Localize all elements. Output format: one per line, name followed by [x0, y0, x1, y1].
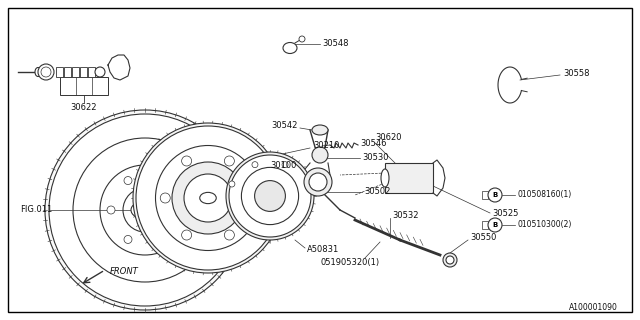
Circle shape — [49, 114, 241, 306]
Text: 30210: 30210 — [313, 140, 339, 149]
Ellipse shape — [131, 201, 159, 219]
Circle shape — [160, 193, 170, 203]
Circle shape — [225, 156, 234, 166]
Text: 30525: 30525 — [492, 209, 518, 218]
Circle shape — [299, 36, 305, 42]
Bar — [60, 77, 108, 95]
Circle shape — [100, 165, 190, 255]
Text: 30622: 30622 — [71, 103, 97, 113]
Ellipse shape — [200, 192, 216, 204]
Text: FIG.011: FIG.011 — [20, 205, 52, 214]
Text: A100001090: A100001090 — [569, 303, 618, 313]
Circle shape — [158, 236, 166, 244]
Ellipse shape — [312, 125, 328, 135]
Circle shape — [182, 230, 191, 240]
Circle shape — [229, 155, 311, 237]
Text: 30530: 30530 — [362, 154, 388, 163]
Bar — [385, 163, 433, 193]
Circle shape — [107, 206, 115, 214]
Circle shape — [226, 152, 314, 240]
Bar — [80, 67, 87, 77]
Circle shape — [156, 146, 260, 251]
Circle shape — [124, 177, 132, 185]
Circle shape — [184, 174, 232, 222]
Circle shape — [41, 67, 51, 77]
Circle shape — [38, 64, 54, 80]
Ellipse shape — [381, 169, 389, 187]
Ellipse shape — [283, 43, 297, 53]
Text: 30100: 30100 — [270, 162, 296, 171]
Text: 051905320(1): 051905320(1) — [321, 259, 380, 268]
Circle shape — [73, 138, 217, 282]
Circle shape — [282, 162, 288, 168]
Circle shape — [443, 253, 457, 267]
Circle shape — [182, 156, 191, 166]
Circle shape — [488, 218, 502, 232]
Circle shape — [133, 123, 283, 273]
Circle shape — [175, 206, 183, 214]
Circle shape — [246, 193, 256, 203]
Text: 30558: 30558 — [563, 69, 589, 78]
Bar — [88, 67, 95, 77]
Text: 30532: 30532 — [392, 211, 419, 220]
Text: FRONT: FRONT — [110, 268, 139, 276]
Circle shape — [312, 147, 328, 163]
Circle shape — [229, 181, 235, 187]
Text: 30542: 30542 — [271, 122, 298, 131]
Circle shape — [304, 168, 332, 196]
Text: 30502: 30502 — [364, 188, 390, 196]
Text: 010510300(2): 010510300(2) — [517, 220, 572, 229]
Text: A50831: A50831 — [307, 245, 339, 254]
Text: 30546: 30546 — [360, 140, 387, 148]
Circle shape — [446, 256, 454, 264]
Text: B: B — [492, 222, 498, 228]
Bar — [482, 221, 488, 229]
Text: 30620: 30620 — [375, 133, 401, 142]
Text: 010508160(1): 010508160(1) — [517, 190, 572, 199]
Circle shape — [136, 126, 280, 270]
Circle shape — [252, 162, 258, 168]
Circle shape — [309, 173, 327, 191]
Circle shape — [124, 236, 132, 244]
Text: B: B — [492, 192, 498, 198]
Circle shape — [255, 180, 285, 212]
Text: 30548: 30548 — [322, 39, 349, 49]
Bar — [56, 67, 63, 77]
Circle shape — [172, 162, 244, 234]
Bar — [482, 191, 488, 199]
Circle shape — [225, 230, 234, 240]
Circle shape — [158, 177, 166, 185]
Circle shape — [488, 188, 502, 202]
Circle shape — [305, 181, 311, 187]
Circle shape — [95, 67, 105, 77]
Circle shape — [45, 110, 245, 310]
Circle shape — [241, 167, 299, 225]
Circle shape — [123, 188, 167, 232]
Ellipse shape — [35, 68, 41, 76]
Bar — [64, 67, 71, 77]
Bar — [72, 67, 79, 77]
Text: 30550: 30550 — [470, 234, 497, 243]
